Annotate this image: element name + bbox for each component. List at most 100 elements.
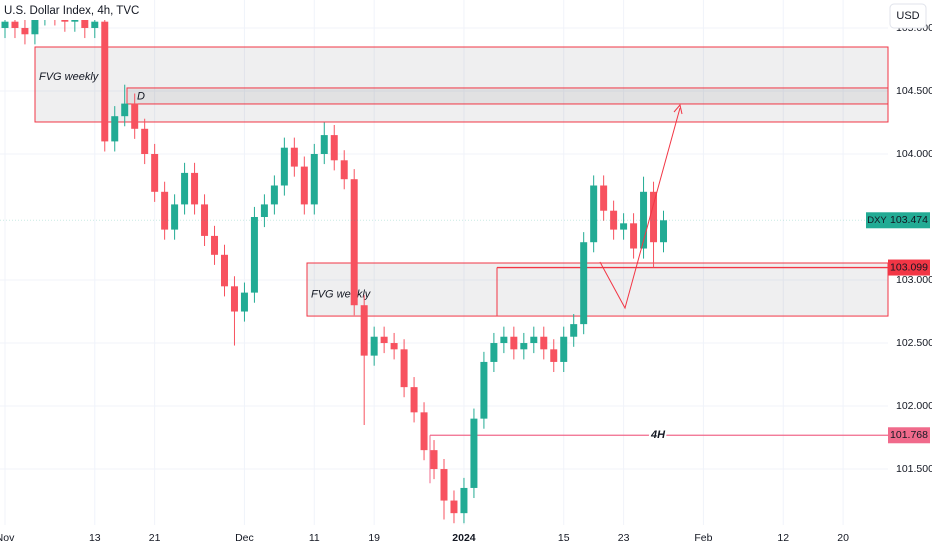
candle-body (101, 21, 109, 142)
candle-body (330, 135, 338, 161)
candle-body (600, 185, 608, 211)
candle-body (310, 153, 318, 205)
x-tick-label: 2024 (452, 532, 476, 544)
currency-button[interactable] (889, 3, 927, 29)
zones: FVG weekly D FVG weekly (34, 46, 889, 484)
zone (34, 46, 889, 123)
symbol-tag: DXY (867, 215, 887, 226)
zone (306, 262, 889, 317)
candle-body (630, 223, 638, 249)
candle-body (320, 135, 328, 154)
candle-body (460, 487, 468, 514)
candle-body (31, 15, 39, 35)
x-tick-label: 20 (837, 532, 849, 544)
candle-body (300, 166, 308, 205)
candle-body (260, 204, 268, 218)
chart-title: U.S. Dollar Index, 4h, TVC (4, 5, 139, 17)
candle-body (580, 242, 588, 325)
candle-body (410, 387, 418, 413)
price-tag-bg (888, 259, 930, 276)
candle-body (500, 336, 508, 344)
zone-label: D (137, 91, 145, 103)
x-tick-label: 15 (558, 532, 570, 544)
price-tag: 101.768 (890, 429, 928, 441)
candle-body (430, 450, 438, 470)
candle-body (400, 349, 408, 388)
candle-body (230, 286, 238, 312)
candle-body (280, 147, 288, 186)
candle-body (450, 500, 458, 514)
candle-body (121, 103, 129, 117)
price-tag-bg (888, 212, 930, 229)
x-tick-label: Nov (0, 532, 15, 544)
zone-label: FVG weekly (39, 71, 100, 83)
candle-body (111, 116, 119, 142)
candle-body (221, 254, 228, 287)
candle-body (510, 336, 518, 350)
zone (126, 87, 889, 105)
candle-body (550, 349, 558, 362)
x-tick-label: 11 (309, 532, 320, 544)
title-bg (0, 0, 112, 20)
candle-body (620, 223, 628, 230)
y-tick-label: 102.500 (896, 337, 932, 349)
candle-body (181, 172, 189, 205)
price-tag: 103.099 (890, 261, 928, 273)
y-tick-label: 104.500 (896, 85, 932, 97)
currency[interactable]: USD (896, 10, 919, 22)
x-tick-label: 23 (618, 532, 630, 544)
candles (1, 2, 667, 524)
candle-body (480, 361, 488, 419)
level-label: 4H (650, 429, 666, 441)
candle-body (360, 305, 368, 356)
x-tick-label: Dec (235, 532, 254, 544)
candle-body (520, 343, 528, 350)
candle-body (590, 185, 598, 243)
candle-body (340, 160, 348, 180)
zone-label: FVG weekly (311, 289, 372, 301)
candle-body (530, 336, 538, 344)
candle-body (650, 191, 658, 243)
candle-body (560, 336, 568, 362)
arrow-head (673, 103, 683, 115)
projection-line (599, 107, 681, 310)
candle-body (81, 15, 89, 28)
candle-body (191, 172, 199, 205)
candle-body (250, 217, 258, 293)
candle-body (290, 147, 298, 167)
candle-body (270, 185, 278, 205)
x-tick-label: Feb (694, 532, 712, 544)
candle-body (540, 336, 548, 350)
y-tick-label: 102.000 (896, 400, 932, 412)
x-tick-label: 13 (89, 532, 101, 544)
candle-body (420, 412, 428, 451)
candle-body (240, 292, 248, 312)
candle-body (570, 324, 578, 337)
candle-body (1, 21, 9, 28)
candle-body (350, 179, 358, 306)
candle-body (211, 235, 219, 255)
candle-body (370, 336, 378, 356)
x-tick-label: 12 (777, 532, 789, 544)
candle-body (11, 21, 19, 28)
y-tick-label: 104.000 (896, 148, 932, 160)
candle-body (131, 103, 139, 129)
candle-body (171, 204, 179, 230)
candle-body (470, 418, 478, 488)
y-tick-label: 101.500 (896, 463, 932, 475)
candle-body (390, 343, 398, 350)
candle-body (91, 21, 99, 28)
candle-body (201, 204, 209, 236)
candle-body (660, 220, 667, 243)
candle-body (640, 191, 648, 249)
candle-body (151, 153, 159, 192)
candle-body (440, 469, 448, 501)
drawing (599, 103, 683, 310)
candle-body (161, 191, 169, 230)
labels: 105.000104.500104.000103.000102.500102.0… (0, 22, 932, 544)
y-tick-label: 103.000 (896, 274, 932, 286)
candle-body (380, 336, 388, 344)
candle-body (610, 210, 618, 230)
x-tick-label: 19 (368, 532, 380, 544)
